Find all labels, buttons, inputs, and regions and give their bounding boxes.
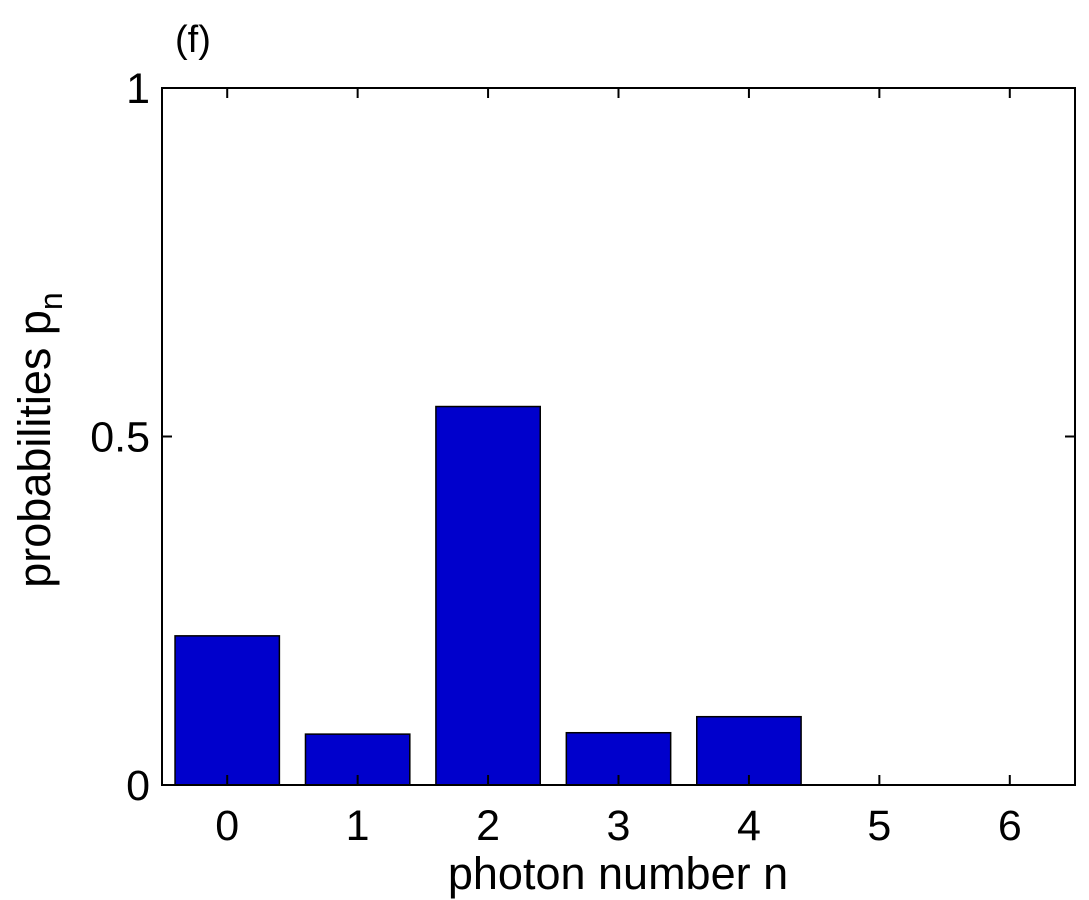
x-tick-labels: 0 1 2 3 4 5 6	[215, 802, 1021, 850]
y-axis-label-subscript: n	[33, 292, 69, 310]
x-tick-label-5: 5	[867, 802, 891, 850]
plot-frame	[161, 87, 1076, 786]
bar-0	[174, 635, 281, 786]
y-tick-label-1: 0.5	[90, 414, 150, 462]
x-tick-label-1: 1	[346, 802, 370, 850]
x-tick-label-6: 6	[998, 802, 1022, 850]
x-tick-label-3: 3	[607, 802, 631, 850]
y-axis-label: probabilities pn	[9, 292, 69, 587]
y-axis-label-main: probabilities p	[9, 310, 60, 588]
bar-4	[696, 715, 802, 786]
panel-label: (f)	[175, 19, 211, 61]
x-tick-label-4: 4	[737, 802, 761, 850]
bar-group	[174, 405, 802, 786]
x-tick-label-0: 0	[215, 802, 239, 850]
y-tick-label-0: 0	[126, 762, 150, 810]
tick-marks	[162, 87, 1075, 786]
y-tick-labels: 00.51	[90, 65, 150, 810]
x-axis-label: photon number n	[448, 848, 788, 899]
x-tick-label-2: 2	[476, 802, 500, 850]
bar-2	[435, 405, 541, 786]
y-tick-label-2: 1	[126, 65, 150, 113]
